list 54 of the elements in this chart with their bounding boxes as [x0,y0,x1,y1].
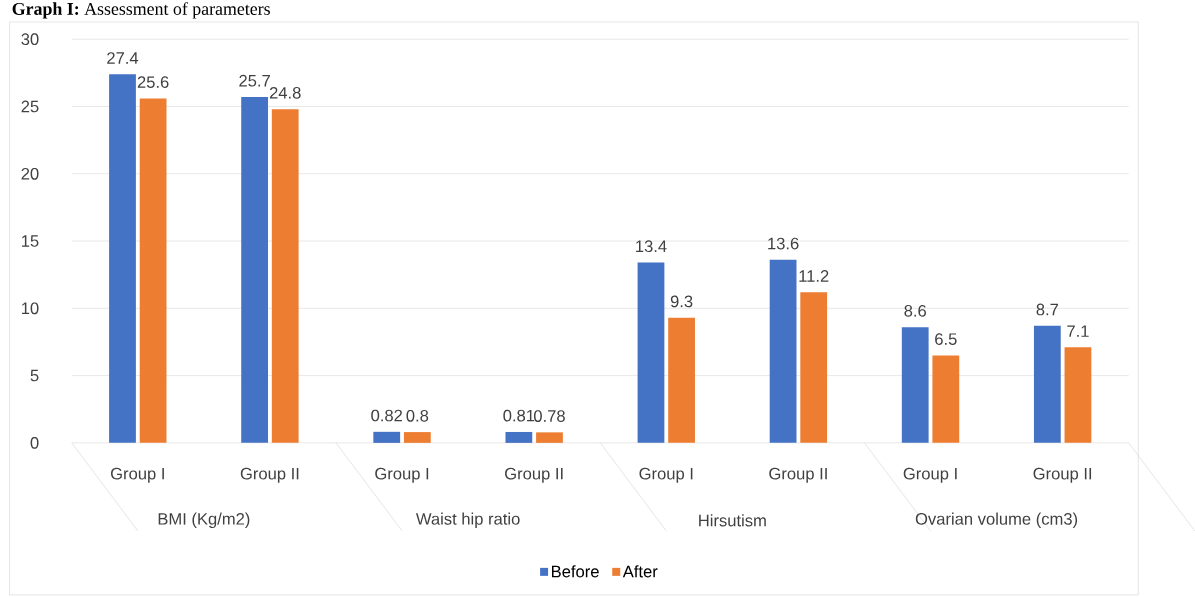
x-tick-label: Group II [505,467,563,483]
data-label: 24.8 [269,87,301,99]
bar [241,97,269,443]
data-label: 9.3 [670,295,693,308]
text: Waist hip ratio [415,512,520,529]
data-label: 25.7 [239,74,270,87]
data-label: 7.1 [1067,325,1089,337]
bar [536,432,563,443]
y-tick-label: 5 [30,369,39,382]
x-tick-label: Group II [240,467,299,483]
data-label: 25.6 [137,76,169,89]
y-tick-label: 15 [22,235,39,247]
bar [901,327,929,443]
bar [637,262,665,443]
x-tick-label: Group II [769,467,827,483]
bar [769,259,797,443]
data-label: 0.82 [371,409,403,422]
data-label: 0.8 [406,409,429,422]
bar [403,432,431,443]
data-label: 8.6 [904,305,927,317]
bar [668,317,695,443]
data-label: 8.7 [1036,303,1059,316]
y-tick-label: 0 [30,437,39,449]
x-tick-label: Group I [375,467,429,483]
bar [505,432,533,443]
data-label: 13.4 [636,240,667,253]
bar [1033,325,1061,443]
chart-title: Graph I: Assessment of parameters [12,2,270,19]
legend-label: After [622,565,658,578]
x-tick-label: Group I [639,467,693,483]
data-label: 27.4 [107,52,139,64]
text: BMI (Kg/m2) [158,512,250,529]
bar [271,109,299,443]
bar [932,355,960,443]
bar [800,292,828,443]
bar [109,74,136,443]
x-tick-label: Group I [903,467,957,483]
x-tick-label: Group I [111,467,164,483]
data-label: 13.6 [768,237,799,250]
text: Ovarian volume (cm3) [915,512,1078,529]
data-label: 11.2 [799,270,829,282]
y-tick-label: 10 [22,302,39,315]
y-tick-label: 20 [21,167,39,180]
bar [139,98,167,443]
bar [1064,347,1092,443]
data-label: 6.5 [935,333,957,346]
y-tick-label: 25 [21,100,39,113]
y-tick-label: 30 [21,33,39,46]
text: Hirsutism [699,514,766,527]
legend-label: Before [552,565,599,578]
data-label: 0.78 [533,410,565,422]
data-label: 0.81 [503,409,535,422]
x-tick-label: Group II [1033,467,1092,483]
bar [373,431,401,443]
